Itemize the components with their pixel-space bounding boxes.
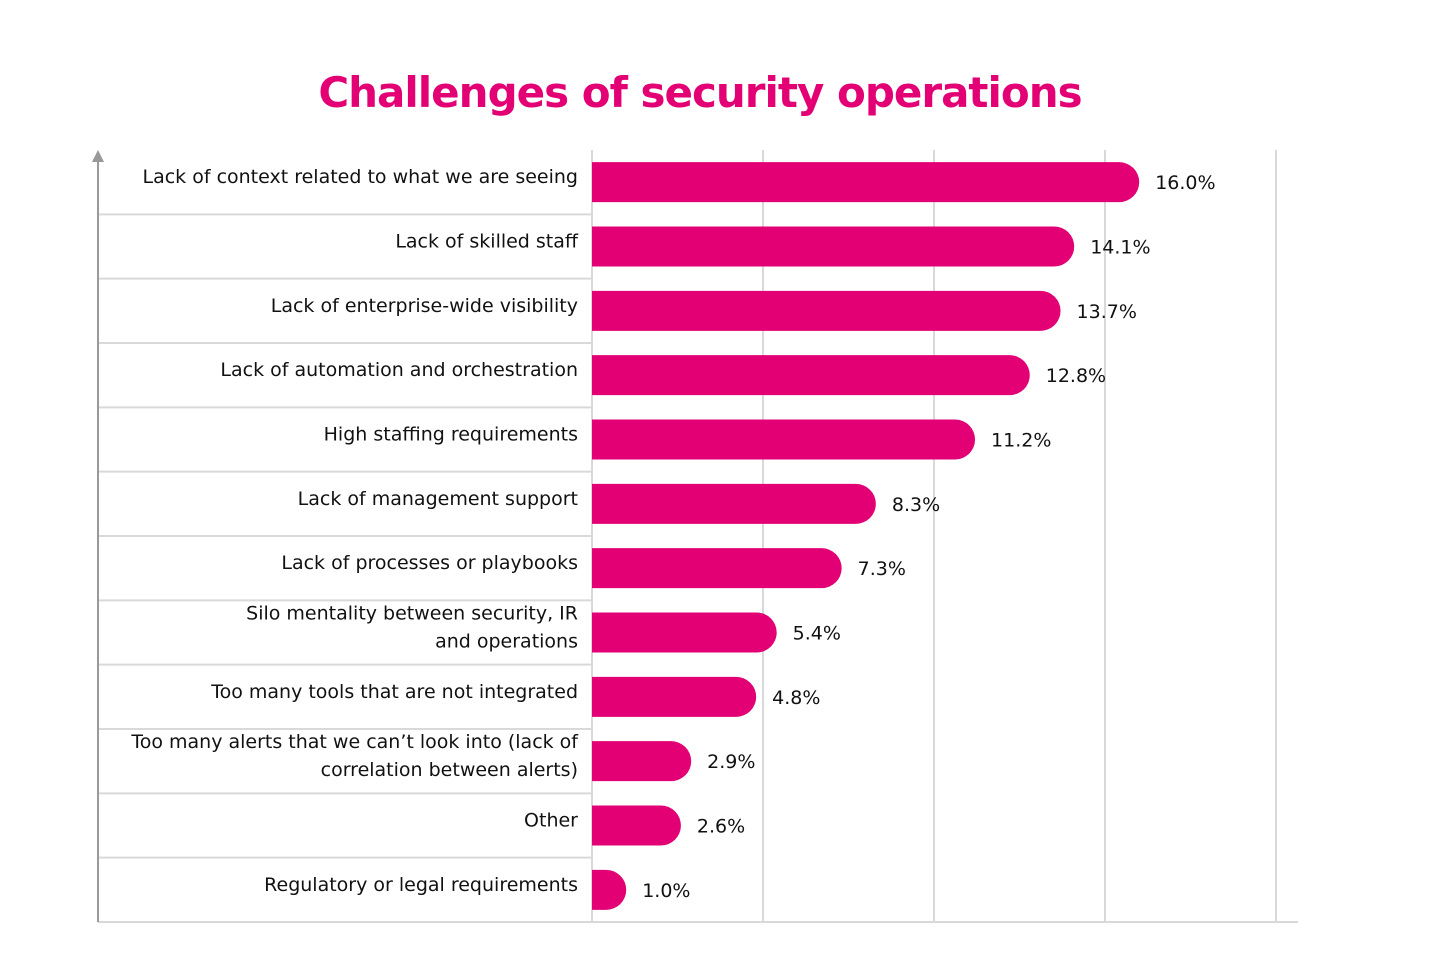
value-label: 12.8% xyxy=(1046,365,1106,387)
bar xyxy=(592,548,842,589)
bar xyxy=(592,612,777,653)
value-label: 16.0% xyxy=(1155,172,1215,194)
bar xyxy=(592,162,1140,203)
arrow-up-icon xyxy=(92,150,104,162)
value-label: 5.4% xyxy=(793,623,841,645)
category-label: Silo mentality between security, IR and o… xyxy=(246,603,578,653)
value-label: 4.8% xyxy=(772,687,820,709)
category-label: Regulatory or legal requirements xyxy=(264,874,578,896)
category-label: Lack of automation and orchestration xyxy=(220,359,578,381)
category-label: Lack of enterprise-wide visibility xyxy=(271,295,578,317)
bar xyxy=(592,419,976,460)
value-label: 2.9% xyxy=(707,751,755,773)
bar xyxy=(592,805,681,846)
category-label: Too many alerts that we can’t look into … xyxy=(130,731,579,781)
bar xyxy=(592,676,757,717)
bar xyxy=(592,355,1030,396)
value-label: 14.1% xyxy=(1090,237,1150,259)
bar xyxy=(592,290,1061,331)
bar xyxy=(592,869,627,910)
value-label: 13.7% xyxy=(1077,301,1137,323)
value-label: 7.3% xyxy=(858,558,906,580)
category-label: High staffing requirements xyxy=(324,424,578,446)
category-label: Lack of skilled staff xyxy=(395,231,579,253)
chart-title: Challenges of security operations xyxy=(318,68,1082,117)
value-label: 11.2% xyxy=(991,430,1051,452)
value-label: 2.6% xyxy=(697,816,745,838)
value-label: 8.3% xyxy=(892,494,940,516)
bar xyxy=(592,741,692,782)
bar xyxy=(592,226,1075,267)
value-label: 1.0% xyxy=(642,880,690,902)
category-label: Lack of management support xyxy=(298,488,578,510)
category-label: Too many tools that are not integrated xyxy=(210,681,578,703)
category-label: Lack of context related to what we are s… xyxy=(143,166,579,188)
category-label: Lack of processes or playbooks xyxy=(281,552,578,574)
category-label: Other xyxy=(524,810,578,832)
bar xyxy=(592,483,876,524)
